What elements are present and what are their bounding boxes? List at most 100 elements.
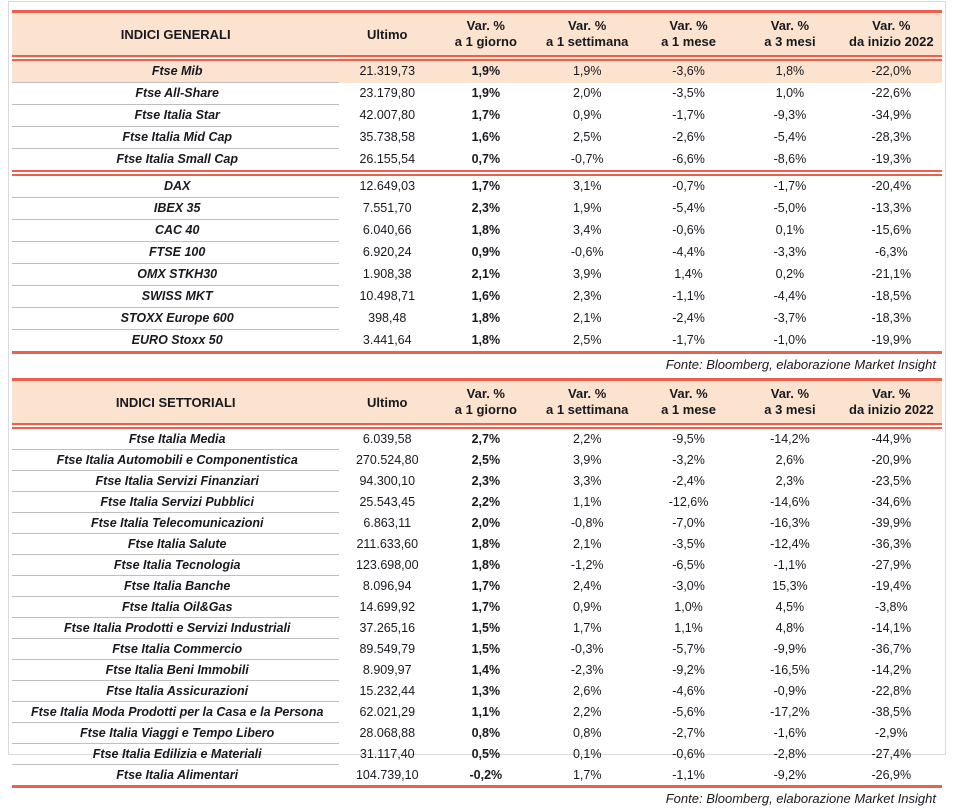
index-name: Ftse Italia Servizi Finanziari bbox=[12, 470, 340, 492]
var-1m-value: -9,5% bbox=[672, 432, 705, 447]
table-row: Ftse Italia Banche 8.096,94 1,7% 2,4% -3,0% 1… bbox=[12, 575, 942, 597]
var-1d-value: 0,8% bbox=[471, 726, 501, 740]
var-1m-value: -3,5% bbox=[672, 86, 705, 100]
var-1w-value: -0,6% bbox=[570, 245, 604, 259]
var-1w-value: 2,5% bbox=[572, 130, 602, 144]
header-row: INDICI GENERALI Ultimo Var. % a 1 giorno… bbox=[12, 11, 942, 61]
index-name: Ftse Italia Telecomunicazioni bbox=[12, 512, 340, 534]
header-line-1: Var. % bbox=[770, 18, 810, 33]
var-3m-value: -9,9% bbox=[773, 642, 807, 656]
header-line-1: Var. % bbox=[872, 386, 911, 401]
var-1w-value: 1,1% bbox=[572, 495, 602, 509]
index-name: Ftse All-Share bbox=[12, 82, 340, 105]
var-1m-value: -0,6% bbox=[672, 223, 705, 237]
var-1w-value: 2,1% bbox=[572, 311, 602, 325]
ultimo-value: 26.155,54 bbox=[339, 148, 436, 176]
var-1d-value: 1,5% bbox=[471, 621, 501, 635]
table-row: FTSE 100 6.920,24 0,9% -0,6% -4,4% -3,3% -6,3% bbox=[12, 241, 942, 264]
table-row: Ftse Italia Edilizia e Materiali 31.117,4… bbox=[12, 743, 942, 765]
var-1d-column-header: Var. % a 1 giorno bbox=[435, 379, 537, 429]
var-1m-value: -3,5% bbox=[672, 537, 705, 551]
var-ytd-value: -20,9% bbox=[871, 453, 912, 467]
var-1w-value: -0,7% bbox=[536, 148, 638, 176]
header-line-2: a 1 mese bbox=[661, 34, 717, 49]
var-1w-value: 3,9% bbox=[572, 267, 602, 281]
var-3m-column-header: Var. % a 3 mesi bbox=[739, 11, 841, 61]
var-1d-value: 1,8% bbox=[471, 537, 501, 551]
var-3m-value: -4,4% bbox=[773, 289, 807, 303]
var-1d-value: 1,9% bbox=[435, 58, 537, 83]
index-name: Ftse Italia Oil&Gas bbox=[12, 596, 340, 618]
var-ytd-value: -28,3% bbox=[871, 130, 912, 144]
var-1m-value: -4,4% bbox=[672, 245, 705, 259]
var-ytd-value: -22,6% bbox=[871, 86, 912, 100]
var-3m-value: -12,4% bbox=[770, 537, 810, 551]
var-3m-value: -3,3% bbox=[773, 245, 807, 259]
table-row: Ftse Italia Mid Cap 35.738,58 1,6% 2,5% -2,6… bbox=[12, 126, 942, 149]
header-line-2: a 1 settimana bbox=[546, 34, 629, 49]
index-name: Ftse Mib bbox=[12, 58, 340, 83]
header-line-1: Var. % bbox=[669, 18, 708, 33]
var-1d-value: 0,5% bbox=[471, 747, 501, 761]
index-name: Ftse Italia Banche bbox=[12, 575, 340, 597]
var-1m-value: -7,0% bbox=[672, 516, 705, 530]
table-row: CAC 40 6.040,66 1,8% 3,4% -0,6% 0,1% -15,6% bbox=[12, 219, 942, 242]
var-1m-value: -5,6% bbox=[672, 705, 705, 719]
var-ytd-value: -20,4% bbox=[871, 179, 912, 194]
ultimo-value: 398,48 bbox=[368, 311, 407, 325]
var-1w-value: 1,9% bbox=[572, 201, 602, 215]
var-1d-value: 2,2% bbox=[471, 495, 501, 509]
var-1d-value: 1,9% bbox=[471, 86, 501, 100]
var-ytd-value: -22,0% bbox=[840, 58, 942, 83]
var-1m-value: -3,2% bbox=[672, 453, 705, 467]
var-ytd-value: -34,6% bbox=[871, 495, 912, 509]
ultimo-value: 15.232,44 bbox=[359, 684, 416, 698]
var-1m-column-header: Var. % a 1 mese bbox=[637, 11, 740, 61]
var-ytd-value: -13,3% bbox=[871, 201, 912, 215]
var-3m-value: -1,1% bbox=[773, 558, 807, 572]
var-1m-value: -12,6% bbox=[668, 495, 709, 509]
var-1d-value: 1,7% bbox=[471, 579, 501, 593]
var-ytd-value: -44,9% bbox=[871, 432, 912, 447]
var-1w-value: 3,3% bbox=[572, 474, 602, 488]
var-1w-value: 2,2% bbox=[572, 432, 602, 447]
var-3m-value: -5,4% bbox=[773, 130, 807, 144]
table-row: Ftse Italia Automobili e Componentistica… bbox=[12, 449, 942, 471]
var-1d-value: 2,3% bbox=[471, 474, 501, 488]
index-name: Ftse Italia Tecnologia bbox=[12, 554, 340, 576]
header-line-1: Var. % bbox=[669, 386, 708, 401]
var-3m-value: 15,3% bbox=[772, 579, 808, 593]
var-1w-value: 1,7% bbox=[572, 767, 602, 782]
indici-settoriali-table: INDICI SETTORIALI Ultimo Var. % a 1 gior… bbox=[12, 378, 942, 788]
var-1w-value: 3,4% bbox=[572, 223, 602, 237]
var-ytd-value: -34,9% bbox=[871, 108, 912, 122]
var-3m-value: 0,1% bbox=[775, 223, 805, 237]
ultimo-value: 35.738,58 bbox=[359, 130, 416, 144]
header-line-1: Var. % bbox=[568, 18, 607, 33]
var-ytd-value: -14,2% bbox=[871, 663, 912, 677]
var-ytd-value: -15,6% bbox=[871, 223, 912, 237]
table-row: EURO Stoxx 50 3.441,64 1,8% 2,5% -1,7% -1,0% -… bbox=[12, 329, 942, 353]
ultimo-value: 211.633,60 bbox=[356, 537, 419, 551]
var-1m-value: -5,7% bbox=[672, 642, 705, 656]
var-1m-value: -6,6% bbox=[637, 148, 740, 176]
var-1m-value: 1,1% bbox=[674, 621, 703, 635]
table-title: INDICI SETTORIALI bbox=[12, 379, 340, 429]
ultimo-value: 123.698,00 bbox=[355, 558, 419, 572]
index-name: Ftse Italia Mid Cap bbox=[12, 126, 340, 149]
header-line-2: a 3 mesi bbox=[764, 402, 816, 417]
var-1w-value: 3,9% bbox=[572, 453, 602, 467]
var-3m-value: -16,5% bbox=[770, 663, 810, 677]
ultimo-value: 6.039,58 bbox=[362, 432, 412, 447]
index-name: Ftse Italia Beni Immobili bbox=[12, 659, 340, 681]
var-ytd-value: -38,5% bbox=[871, 705, 912, 719]
table-row: Ftse All-Share 23.179,80 1,9% 2,0% -3,5% 1,0%… bbox=[12, 82, 942, 105]
table-row: Ftse Italia Telecomunicazioni 6.863,11 2,0… bbox=[12, 512, 942, 534]
index-name: FTSE 100 bbox=[12, 241, 340, 264]
var-1w-value: 3,1% bbox=[572, 179, 602, 194]
table-row: Ftse Italia Alimentari 104.739,10 -0,2% 1,7… bbox=[12, 764, 942, 787]
var-1w-value: 2,5% bbox=[572, 332, 602, 347]
var-1m-value: -1,1% bbox=[672, 289, 705, 303]
index-name: STOXX Europe 600 bbox=[12, 307, 340, 330]
var-1d-value: 1,6% bbox=[471, 130, 501, 144]
